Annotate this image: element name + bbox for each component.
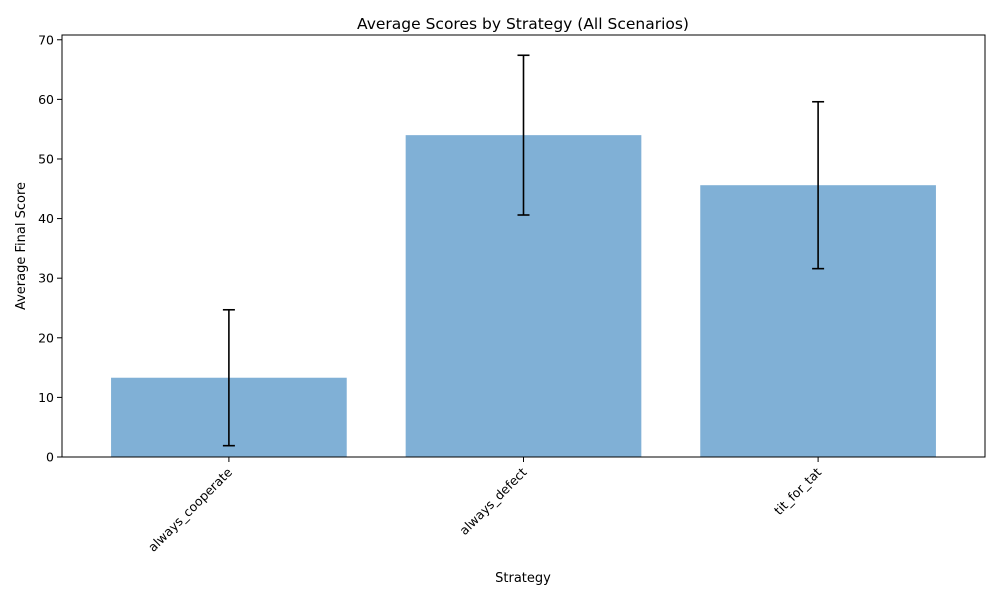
x-tick-label-always_defect: always_defect [456, 464, 529, 537]
y-tick-label-70: 70 [38, 32, 54, 47]
y-axis-title: Average Final Score [14, 182, 29, 310]
plot-area [111, 54, 936, 457]
y-tick-label-40: 40 [38, 211, 54, 226]
x-tick-label-always_cooperate: always_cooperate [145, 464, 235, 554]
y-tick-label-50: 50 [38, 151, 54, 166]
y-tick-label-0: 0 [46, 450, 54, 465]
x-tick-label-tit_for_tat: tit_for_tat [771, 464, 824, 517]
axes-frame [61, 34, 986, 458]
x-axis-title: Strategy [495, 571, 551, 586]
y-tick-label-30: 30 [38, 271, 54, 286]
chart-title: Average Scores by Strategy (All Scenario… [357, 15, 689, 33]
y-tick-label-60: 60 [38, 92, 54, 107]
y-tick-label-20: 20 [38, 330, 54, 345]
y-tick-label-10: 10 [38, 390, 54, 405]
